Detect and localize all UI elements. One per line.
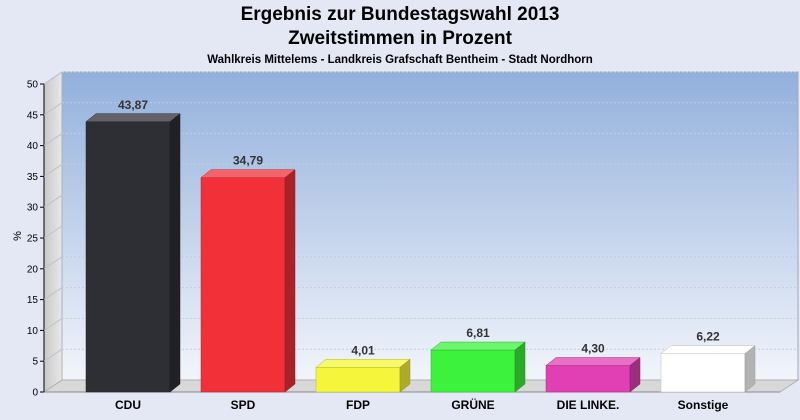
data-label: 4,30 bbox=[581, 342, 605, 356]
x-tick-label: FDP bbox=[346, 398, 370, 412]
gridline-side bbox=[43, 133, 63, 147]
bar-front bbox=[315, 367, 401, 393]
gridline-side bbox=[43, 163, 63, 177]
x-tick-label: DIE LINKE. bbox=[557, 398, 620, 412]
y-tick-label: 40 bbox=[27, 141, 39, 152]
y-tick-label: 45 bbox=[27, 110, 39, 121]
y-tick-label: 50 bbox=[27, 80, 39, 91]
bar-side bbox=[514, 341, 526, 393]
y-tick-label: 10 bbox=[27, 326, 39, 337]
bar-side bbox=[629, 356, 641, 393]
bar-front bbox=[545, 365, 631, 393]
bar bbox=[200, 169, 296, 393]
bar bbox=[660, 345, 756, 393]
x-tick-label: SPD bbox=[231, 398, 256, 412]
bar-side bbox=[744, 345, 756, 393]
bar bbox=[85, 113, 181, 393]
gridline-side bbox=[43, 102, 63, 116]
gridline-side bbox=[43, 225, 63, 239]
data-label: 34,79 bbox=[233, 154, 263, 168]
x-tick-label: CDU bbox=[115, 398, 141, 412]
bar bbox=[545, 356, 641, 393]
y-tick-label: 5 bbox=[32, 357, 38, 368]
gridline-side bbox=[43, 256, 63, 270]
y-tick-label: 35 bbox=[27, 172, 39, 183]
bar-front bbox=[430, 349, 516, 393]
data-label: 4,01 bbox=[351, 343, 375, 357]
gridline-side bbox=[43, 348, 63, 362]
bar-front bbox=[85, 121, 171, 393]
chart-subtitle: Wahlkreis Mittelems - Landkreis Grafscha… bbox=[207, 54, 593, 66]
gridline-side bbox=[43, 71, 63, 85]
chart-title: Ergebnis zur Bundestagswahl 2013 bbox=[240, 4, 560, 25]
y-tick-label: 0 bbox=[32, 388, 38, 399]
y-tick-label: 25 bbox=[27, 234, 39, 245]
bar-side bbox=[169, 113, 181, 393]
bar-top bbox=[200, 169, 296, 178]
bar-top bbox=[545, 357, 641, 366]
gridline-side bbox=[43, 287, 63, 301]
chart-subtitle-main: Zweitstimmen in Prozent bbox=[288, 28, 512, 49]
bar bbox=[430, 341, 526, 393]
data-label: 6,81 bbox=[466, 326, 490, 340]
bar-top bbox=[430, 341, 526, 351]
bar-front bbox=[660, 353, 746, 393]
data-label: 43,87 bbox=[118, 98, 148, 112]
data-label: 6,22 bbox=[696, 330, 720, 344]
bar-side bbox=[284, 169, 296, 393]
y-axis-label: % bbox=[12, 231, 24, 241]
bar bbox=[315, 358, 411, 393]
x-tick-label: Sonstige bbox=[678, 398, 729, 412]
y-tick-label: 30 bbox=[27, 203, 39, 214]
bar-front bbox=[200, 177, 286, 393]
x-tick-label: GRÜNE bbox=[451, 397, 494, 412]
gridline-side bbox=[43, 317, 63, 331]
gridline-side bbox=[43, 194, 63, 208]
bar-side bbox=[399, 358, 411, 393]
y-tick-label: 20 bbox=[27, 264, 39, 275]
y-tick-label: 15 bbox=[27, 295, 39, 306]
bar-top bbox=[85, 113, 181, 123]
bar-top bbox=[315, 359, 411, 368]
bar-top bbox=[660, 345, 756, 354]
